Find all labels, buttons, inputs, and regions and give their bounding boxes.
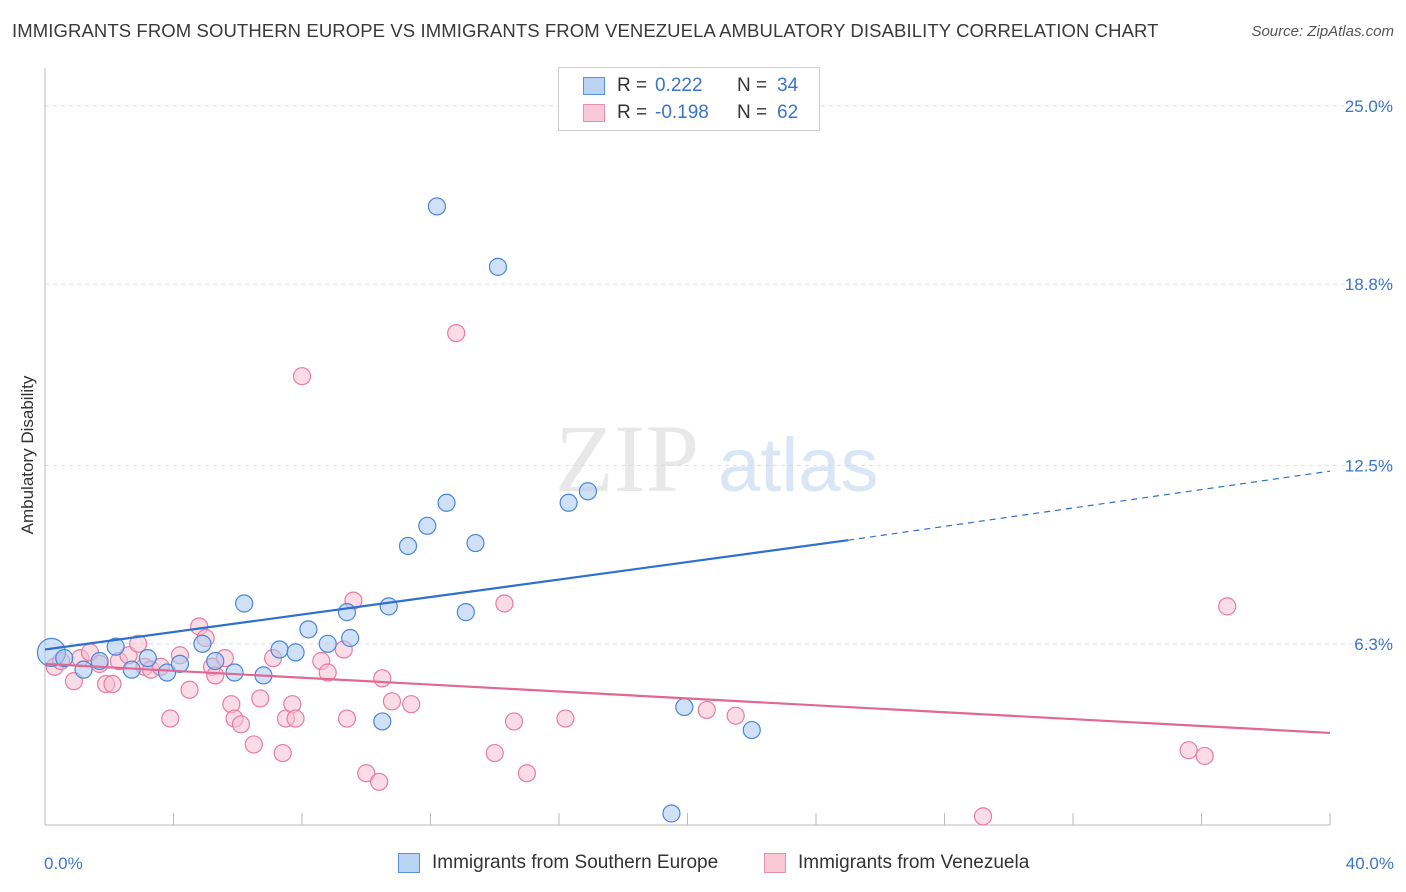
legend-swatch-pink [583,104,605,122]
southern-europe-point [193,634,212,653]
venezuela-point [292,367,312,386]
southern-europe-point [206,651,225,671]
southern-europe-point [225,663,244,682]
southern-europe-point [466,533,485,553]
legend-r-value: -0.198 [655,102,709,123]
southern-europe-point [373,712,392,731]
y-tick-label: 12.5% [1345,456,1393,475]
venezuela-point [231,715,251,734]
venezuela-point [973,807,993,826]
x-tick-label: 0.0% [44,854,83,873]
venezuela-point [370,772,389,791]
bottom-legend-label: Immigrants from Southern Europe [432,852,719,873]
legend-n-value: 34 [777,75,799,96]
southern-europe-point [337,603,357,622]
southern-europe-points [36,197,761,823]
legend-swatch-blue [583,77,605,95]
venezuela-point [697,700,716,720]
southern-europe-trend-extension [848,470,1331,541]
bottom-legend-swatch-pink [764,853,786,873]
venezuela-point [485,743,504,763]
southern-europe-point [270,640,289,659]
southern-europe-point [235,594,254,613]
venezuela-point [1218,597,1237,616]
venezuela-point [1195,746,1214,766]
venezuela-point [244,735,263,754]
bottom-legend-swatch-blue [398,853,420,873]
southern-europe-point [488,257,508,276]
venezuela-point [273,743,292,763]
venezuela-point [1179,741,1198,760]
southern-europe-point [299,620,318,639]
legend-row-venezuela: R = -0.198 N = 62 [583,100,798,126]
southern-europe-point [55,649,74,668]
y-tick-label: 18.8% [1345,275,1393,294]
venezuela-point [556,709,575,728]
venezuela-points [45,323,1237,826]
southern-europe-point [318,634,337,653]
correlation-legend: R = 0.222 N = 34 R = -0.198 N = 62 [558,67,820,131]
legend-r-value: 0.222 [655,75,703,96]
southern-europe-point [74,660,93,679]
venezuela-trend-line [44,662,1331,735]
southern-europe-point [398,536,418,556]
southern-europe-point [437,493,456,512]
chart-title: IMMIGRANTS FROM SOUTHERN EUROPE VS IMMIG… [12,20,1159,41]
y-tick-label: 25.0% [1345,97,1393,116]
venezuela-point [373,669,392,688]
southern-europe-point [742,720,761,740]
bottom-legend-southern-europe: Immigrants from Southern Europe [398,852,718,874]
bottom-legend-venezuela: Immigrants from Venezuela [764,852,1029,874]
southern-europe-point [286,643,305,662]
venezuela-point [180,680,199,699]
venezuela-point [402,695,421,714]
southern-europe-point [341,628,360,648]
venezuela-point [382,692,402,711]
southern-europe-point [106,637,125,656]
southern-europe-point [418,516,437,535]
southern-europe-point [662,804,681,823]
venezuela-point [495,594,514,613]
legend-n-value: 62 [777,102,799,123]
venezuela-point [286,709,305,728]
southern-europe-point [138,649,157,668]
southern-europe-point [675,697,694,717]
venezuela-point [337,709,357,728]
venezuela-point [517,764,536,783]
venezuela-point [251,689,270,708]
venezuela-point [318,663,337,682]
y-tick-label: 6.3% [1354,635,1393,654]
venezuela-point [726,706,745,725]
venezuela-point [447,323,466,343]
legend-row-southern-europe: R = 0.222 N = 34 [583,73,798,99]
legend-n-label: N = [737,75,768,96]
watermark-zip: ZIP [555,405,699,512]
legend-n-label: N = [737,102,768,123]
southern-europe-point [456,603,475,622]
axes [44,68,1331,826]
venezuela-point [357,764,376,783]
southern-europe-point [170,654,190,673]
tick-labels: 6.3% 12.5% 18.8% 25.0% 0.0% 40.0% [44,97,1394,873]
southern-europe-point [427,197,447,216]
bottom-legend-label: Immigrants from Venezuela [798,852,1030,873]
trend-lines [44,470,1331,735]
venezuela-point [161,709,180,728]
southern-europe-point [157,663,177,682]
southern-europe-point [578,482,598,501]
southern-europe-trend-line [44,539,849,651]
venezuela-point [103,674,122,694]
venezuela-point [129,634,148,653]
x-tick-label: 40.0% [1346,854,1394,873]
gridlines [45,105,1392,645]
southern-europe-point [559,493,578,512]
legend-r-label: R = [617,75,648,96]
watermark-atlas: atlas [718,423,879,508]
source-label: Source: ZipAtlas.com [1251,23,1394,40]
legend-r-label: R = [617,102,648,123]
southern-europe-point [90,651,109,671]
southern-europe-point [379,597,398,616]
venezuela-point [504,712,524,731]
